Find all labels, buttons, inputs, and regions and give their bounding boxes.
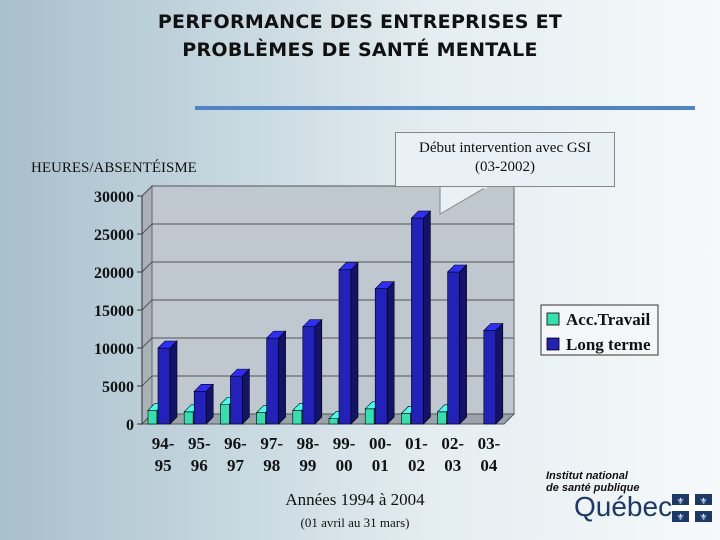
svg-text:⚜: ⚜ bbox=[699, 513, 707, 522]
bar-long-terme-top bbox=[265, 330, 287, 339]
x-tick-label: 04 bbox=[480, 456, 498, 475]
bar-long-terme-side bbox=[278, 330, 286, 425]
x-tick-label: 00- bbox=[369, 434, 392, 453]
bar-long-terme bbox=[193, 391, 207, 425]
bar-long-terme-top bbox=[302, 319, 323, 328]
bar-long-terme bbox=[483, 330, 497, 425]
bar-acc-travail bbox=[292, 410, 303, 425]
x-tick-label: 02- bbox=[441, 434, 464, 453]
x-tick-label: 01 bbox=[372, 456, 389, 475]
bar-acc-travail bbox=[256, 412, 266, 425]
title-rule bbox=[195, 106, 695, 110]
y-tick-label: 10000 bbox=[94, 341, 134, 358]
intervention-callout: Début intervention avec GSI (03-2002) bbox=[395, 132, 615, 187]
y-axis-title: HEURES/ABSENTÉISME bbox=[31, 160, 197, 176]
legend-label: Long terme bbox=[566, 335, 651, 354]
x-tick-label: 98 bbox=[263, 456, 280, 475]
y-tick-label: 20000 bbox=[94, 265, 134, 282]
bar-acc-travail bbox=[147, 410, 158, 425]
legend-swatch bbox=[546, 312, 560, 326]
bar-long-terme-side bbox=[459, 264, 467, 425]
svg-text:⚜: ⚜ bbox=[676, 513, 684, 522]
bar-long-terme bbox=[374, 288, 388, 425]
bar-long-terme-side bbox=[386, 280, 395, 425]
x-tick-label: 99- bbox=[333, 434, 356, 453]
x-axis-subtitle: (01 avril au 31 mars) bbox=[300, 515, 410, 530]
bar-acc-travail bbox=[220, 403, 230, 425]
x-tick-label: 03 bbox=[444, 456, 461, 475]
x-tick-label: 95 bbox=[155, 456, 172, 475]
bar-acc-travail bbox=[437, 411, 447, 425]
bar-long-terme-side bbox=[314, 318, 323, 425]
bar-long-terme-top bbox=[338, 262, 359, 271]
bar-long-terme bbox=[157, 347, 171, 425]
x-tick-label: 96- bbox=[224, 434, 247, 453]
y-tick-label: 0 bbox=[126, 417, 134, 434]
bar-long-terme bbox=[302, 326, 316, 425]
bar-long-terme-top bbox=[229, 368, 251, 377]
x-axis-title: Années 1994 à 2004 bbox=[285, 490, 425, 509]
bar-acc-travail bbox=[183, 411, 194, 425]
bar-long-terme bbox=[230, 375, 243, 425]
bar-long-terme-side bbox=[169, 340, 178, 425]
legend-swatch bbox=[546, 337, 560, 351]
callout-line-2: (03-2002) bbox=[475, 159, 535, 175]
bar-long-terme-side bbox=[242, 368, 250, 425]
bar-long-terme bbox=[266, 337, 279, 425]
bar-long-terme-top bbox=[193, 384, 214, 392]
bar-long-terme-side bbox=[423, 210, 431, 425]
x-tick-label: 00 bbox=[336, 456, 353, 475]
bar-acc-travail bbox=[328, 418, 339, 425]
callout-pointer bbox=[439, 186, 489, 215]
gridline bbox=[141, 185, 514, 197]
x-tick-label: 01- bbox=[405, 434, 428, 453]
x-tick-label: 03- bbox=[478, 434, 501, 453]
x-tick-label: 99 bbox=[299, 456, 316, 475]
title-line-2: PROBLÈMES DE SANTÉ MENTALE bbox=[182, 39, 538, 61]
bar-long-terme-top bbox=[157, 340, 178, 349]
x-tick-label: 02 bbox=[408, 456, 425, 475]
y-tick-label: 15000 bbox=[94, 303, 134, 320]
title-line-1: PERFORMANCE DES ENTREPRISES ET bbox=[157, 11, 563, 33]
legend-box bbox=[540, 304, 659, 356]
bar-long-terme bbox=[411, 217, 424, 425]
bar-acc-travail bbox=[401, 413, 411, 425]
x-tick-label: 97- bbox=[260, 434, 283, 453]
logo-wordmark: Québec bbox=[574, 491, 673, 522]
bar-acc-travail bbox=[364, 408, 375, 425]
x-tick-label: 94- bbox=[152, 434, 175, 453]
bar-long-terme-side bbox=[495, 322, 504, 425]
chart-title: PERFORMANCE DES ENTREPRISES ET PROBLÈMES… bbox=[0, 8, 720, 64]
bar-long-terme bbox=[447, 271, 460, 425]
bar-long-terme-top bbox=[483, 323, 504, 331]
inspq-logo: Institut national de santé publique Québ… bbox=[546, 470, 716, 530]
logo-line-1: Institut national bbox=[546, 470, 628, 482]
x-tick-label: 96 bbox=[191, 456, 208, 475]
svg-text:⚜: ⚜ bbox=[699, 497, 707, 507]
x-tick-label: 97 bbox=[227, 456, 245, 475]
bar-long-terme-top bbox=[410, 210, 432, 219]
y-tick-label: 30000 bbox=[94, 189, 134, 206]
x-tick-label: 95- bbox=[188, 434, 211, 453]
bar-long-terme bbox=[338, 269, 352, 425]
fleurdelise-flag-icon: ⚜ ⚜ ⚜ ⚜ bbox=[672, 494, 712, 522]
y-tick-label: 5000 bbox=[102, 379, 134, 396]
gridline bbox=[141, 261, 514, 273]
bar-long-terme-top bbox=[374, 281, 395, 290]
bar-long-terme-side bbox=[350, 261, 359, 425]
svg-text:⚜: ⚜ bbox=[676, 497, 684, 507]
bar-long-terme-top bbox=[446, 264, 468, 273]
legend-label: Acc.Travail bbox=[566, 310, 650, 329]
callout-line-1: Début intervention avec GSI bbox=[418, 140, 592, 156]
x-tick-label: 98- bbox=[297, 434, 320, 453]
logo-line-2: de santé publique bbox=[546, 482, 640, 494]
gridline bbox=[141, 223, 514, 235]
y-tick-label: 25000 bbox=[94, 227, 134, 244]
